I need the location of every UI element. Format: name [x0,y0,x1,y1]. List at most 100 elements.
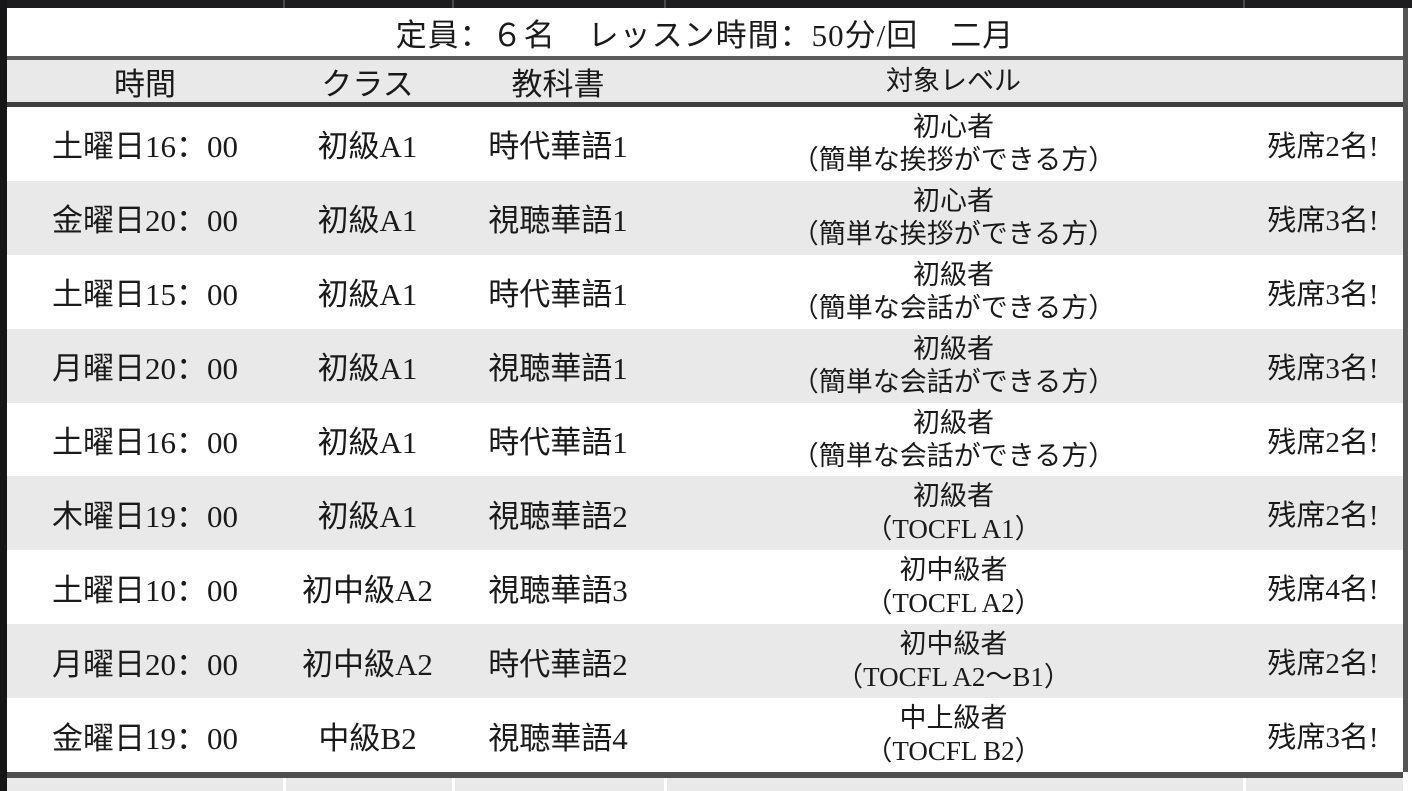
level-line-1: 初心者 [913,111,994,142]
cell-seats-remaining: 残席2名! [1267,426,1379,459]
level-line-1: 初級者 [913,333,994,364]
cell-seats-remaining: 残席2名! [1267,500,1379,533]
table-row: 金曜日19：00 中級B2 視聴華語4 中上級者 （TOCFL B2） 残席3名… [7,698,1403,773]
cell-class: 初級A1 [317,498,418,534]
column-divider [283,778,286,791]
level-line-1: 初中級者 [899,629,1008,660]
table-bottom-border [7,772,1403,778]
divider-under-header [7,102,1403,107]
column-divider [664,0,666,8]
cell-time: 月曜日20：00 [52,351,238,387]
cell-level: 初心者 （簡単な挨拶ができる方） [664,181,1243,255]
cell-level: 中上級者 （TOCFL B2） [664,698,1243,772]
level-line-1: 初級者 [913,407,994,438]
cell-level: 初級者 （簡単な会話ができる方） [664,403,1243,477]
table-row: 金曜日20：00 初級A1 視聴華語1 初心者 （簡単な挨拶ができる方） 残席3… [7,180,1403,255]
partial-next-row [7,778,1403,791]
cell-seats-remaining: 残席4名! [1267,574,1379,607]
column-divider [1243,778,1246,791]
column-divider [452,0,454,8]
level-line-1: 初級者 [913,259,994,290]
page-title: 定員：６名 レッスン時間：50分/回 二月 [395,17,1015,53]
cell-time: 土曜日16：00 [52,129,238,165]
level-line-1: 初級者 [913,481,994,512]
table-body: 土曜日16：00 初級A1 時代華語1 初心者 （簡単な挨拶ができる方） 残席2… [7,107,1403,773]
cell-textbook: 時代華語2 [488,646,628,682]
column-divider [1243,0,1245,8]
cell-time: 金曜日20：00 [52,203,238,239]
cell-textbook: 視聴華語3 [488,572,628,608]
cell-time: 土曜日15：00 [52,277,238,313]
level-line-2: （簡単な会話ができる方） [791,440,1116,471]
cell-seats-remaining: 残席3名! [1267,278,1379,311]
cell-textbook: 視聴華語4 [488,720,628,756]
cell-class: 初級A1 [317,129,418,165]
cell-level: 初級者 （簡単な会話ができる方） [664,329,1243,403]
cell-textbook: 時代華語1 [488,277,628,313]
level-line-1: 初中級者 [899,555,1008,586]
cell-seats-remaining: 残席3名! [1267,352,1379,385]
cell-class: 初級A1 [317,351,418,387]
column-divider [283,0,285,8]
column-header-textbook: 教科書 [511,66,605,102]
table-row: 土曜日16：00 初級A1 時代華語1 初級者 （簡単な会話ができる方） 残席2… [7,402,1403,477]
table-row: 土曜日15：00 初級A1 時代華語1 初級者 （簡単な会話ができる方） 残席3… [7,254,1403,329]
level-line-2: （TOCFL A2～B1） [836,662,1071,693]
cell-class: 初中級A2 [302,646,433,682]
divider-under-title [7,56,1403,60]
right-margin [1408,8,1412,791]
level-line-2: （TOCFL A1） [865,514,1042,545]
table-row: 土曜日10：00 初中級A2 視聴華語3 初中級者 （TOCFL A2） 残席4… [7,550,1403,625]
table-right-border [1403,8,1408,772]
cell-time: 金曜日19：00 [52,720,238,756]
level-line-2: （簡単な挨拶ができる方） [791,144,1116,175]
cell-time: 土曜日16：00 [52,425,238,460]
cell-level: 初級者 （簡単な会話ができる方） [664,255,1243,329]
column-divider [664,778,667,791]
cell-textbook: 時代華語1 [488,129,628,165]
cell-seats-remaining: 残席3名! [1267,204,1379,237]
cell-level: 初級者 （TOCFL A1） [664,476,1243,550]
table-header-row: 時間 クラス 教科書 対象レベル [7,60,1403,102]
cell-seats-remaining: 残席3名! [1267,722,1379,755]
bottom-right-corner [1403,772,1412,791]
schedule-table: 定員：６名 レッスン時間：50分/回 二月 時間 クラス 教科書 対象レベル 土… [7,8,1403,791]
level-line-2: （TOCFL A2） [865,588,1042,619]
table-row: 木曜日19：00 初級A1 視聴華語2 初級者 （TOCFL A1） 残席2名! [7,476,1403,551]
level-line-2: （簡単な会話ができる方） [791,366,1116,397]
cell-textbook: 視聴華語2 [488,498,628,534]
column-header-level: 対象レベル [886,65,1021,96]
cell-class: 中級B2 [318,720,417,756]
cell-seats-remaining: 残席2名! [1267,130,1379,163]
column-header-class: クラス [321,66,414,102]
cell-textbook: 視聴華語1 [488,351,628,387]
level-line-1: 中上級者 [899,703,1008,734]
level-line-2: （簡単な挨拶ができる方） [791,218,1116,249]
table-left-border [0,0,7,791]
cell-class: 初中級A2 [302,572,433,608]
table-row: 月曜日20：00 初級A1 視聴華語1 初級者 （簡単な会話ができる方） 残席3… [7,328,1403,403]
cell-time: 木曜日19：00 [52,498,238,534]
cell-class: 初級A1 [317,425,418,460]
level-line-2: （TOCFL B2） [865,736,1042,767]
partial-row-above [0,0,1412,8]
table-row: 土曜日16：00 初級A1 時代華語1 初心者 （簡単な挨拶ができる方） 残席2… [7,107,1403,181]
column-divider [452,778,455,791]
cell-class: 初級A1 [317,203,418,239]
cell-class: 初級A1 [317,277,418,313]
cell-level: 初中級者 （TOCFL A2～B1） [664,624,1243,698]
level-line-1: 初心者 [913,185,994,216]
table-title-row: 定員：６名 レッスン時間：50分/回 二月 [7,8,1403,56]
table-row: 月曜日20：00 初中級A2 時代華語2 初中級者 （TOCFL A2～B1） … [7,624,1403,699]
cell-textbook: 視聴華語1 [488,203,628,239]
cell-time: 月曜日20：00 [52,646,238,682]
level-line-2: （簡単な会話ができる方） [791,292,1116,323]
cell-textbook: 時代華語1 [488,425,628,460]
column-header-seats [1243,60,1403,102]
cell-level: 初心者 （簡単な挨拶ができる方） [664,107,1243,181]
cell-time: 土曜日10：00 [52,572,238,608]
cell-level: 初中級者 （TOCFL A2） [664,550,1243,624]
column-header-time: 時間 [114,66,176,102]
cell-seats-remaining: 残席2名! [1267,648,1379,681]
